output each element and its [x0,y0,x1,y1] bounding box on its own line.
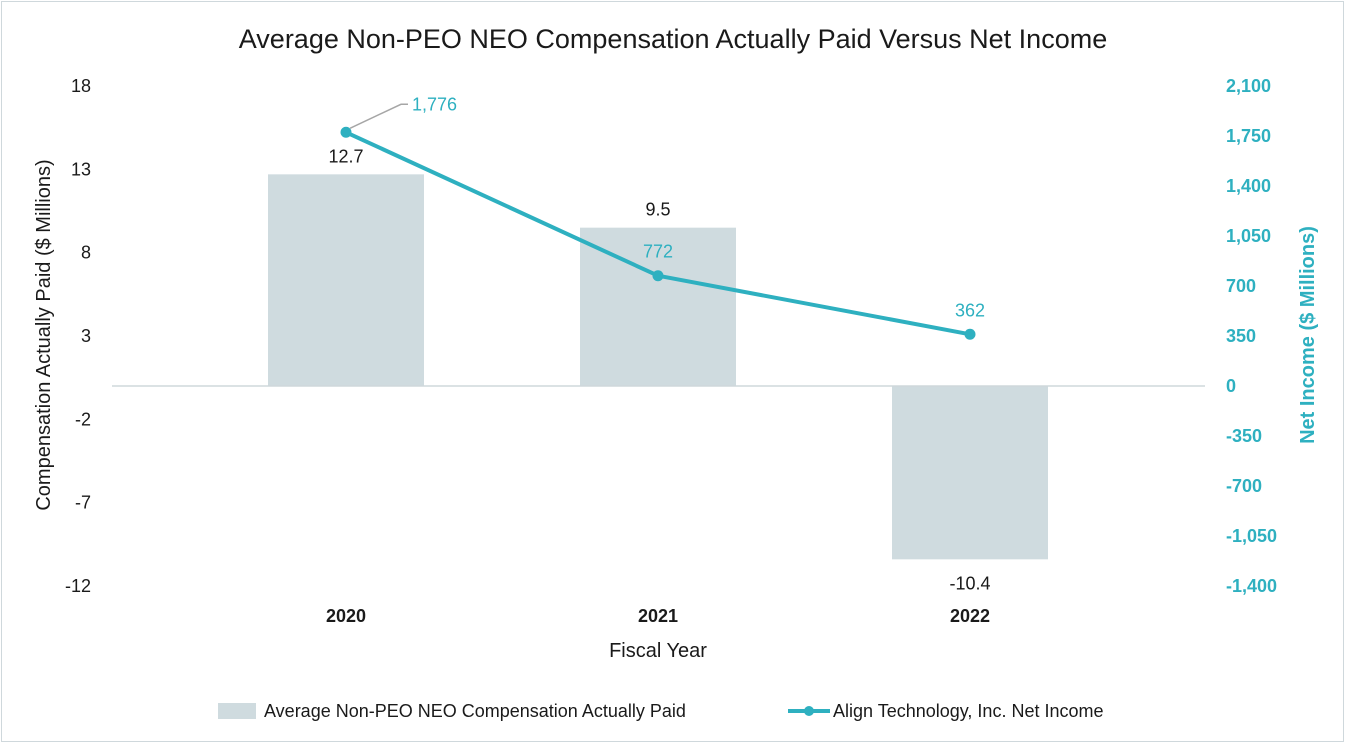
net-income-point-2022 [964,328,976,340]
legend: Average Non-PEO NEO Compensation Actuall… [218,701,1103,721]
legend-bar-swatch [218,703,256,719]
left-tick-label: 8 [81,243,91,263]
right-tick-label: 0 [1226,376,1236,396]
left-axis-ticks: 18 13 8 3 -2 -7 -12 [65,76,91,596]
net-income-value-label: 772 [643,242,673,262]
right-tick-label: 350 [1226,326,1256,346]
bar-2020 [268,174,424,386]
right-tick-label: -1,400 [1226,576,1277,596]
category-label: 2022 [950,606,990,626]
category-label: 2020 [326,606,366,626]
right-tick-label: 1,400 [1226,176,1271,196]
category-labels: 2020 2021 2022 [326,606,990,626]
x-axis-title: Fiscal Year [609,640,707,662]
net-income-label-leader [349,103,408,129]
bar-value-label: -10.4 [949,573,990,593]
left-tick-label: -12 [65,576,91,596]
right-axis-ticks: 2,100 1,750 1,400 1,050 700 350 0 -350 -700 -1,05… [1226,76,1277,596]
left-tick-label: -2 [75,409,91,429]
bar-series: 12.7 9.5 -10.4 [268,146,1048,593]
right-tick-label: -350 [1226,426,1262,446]
chart-title: Average Non-PEO NEO Compensation Actuall… [239,24,1107,54]
net-income-point-2021 [652,270,664,282]
bar-2021 [580,227,736,386]
left-tick-label: 3 [81,326,91,346]
bar-value-label: 12.7 [328,146,363,166]
category-label: 2021 [638,606,678,626]
bar-2022 [892,386,1048,560]
right-tick-label: 2,100 [1226,76,1271,96]
legend-line-marker [804,706,814,716]
left-tick-label: -7 [75,493,91,513]
bar-value-label: 9.5 [645,200,670,220]
left-tick-label: 18 [71,76,91,96]
right-tick-label: 700 [1226,276,1256,296]
legend-bar-label: Average Non-PEO NEO Compensation Actuall… [264,701,686,721]
left-axis-title: Compensation Actually Paid ($ Millions) [33,159,55,510]
right-tick-label: -1,050 [1226,526,1277,546]
left-tick-label: 13 [71,159,91,179]
net-income-point-2020 [340,126,352,138]
right-tick-label: 1,750 [1226,126,1271,146]
right-tick-label: -700 [1226,476,1262,496]
net-income-value-label: 1,776 [412,94,457,114]
net-income-value-label: 362 [955,300,985,320]
right-axis-title: Net Income ($ Millions) [1297,226,1319,444]
line-series: 1,776 772 362 [340,94,985,340]
right-tick-label: 1,050 [1226,226,1271,246]
legend-line-label: Align Technology, Inc. Net Income [833,701,1103,721]
